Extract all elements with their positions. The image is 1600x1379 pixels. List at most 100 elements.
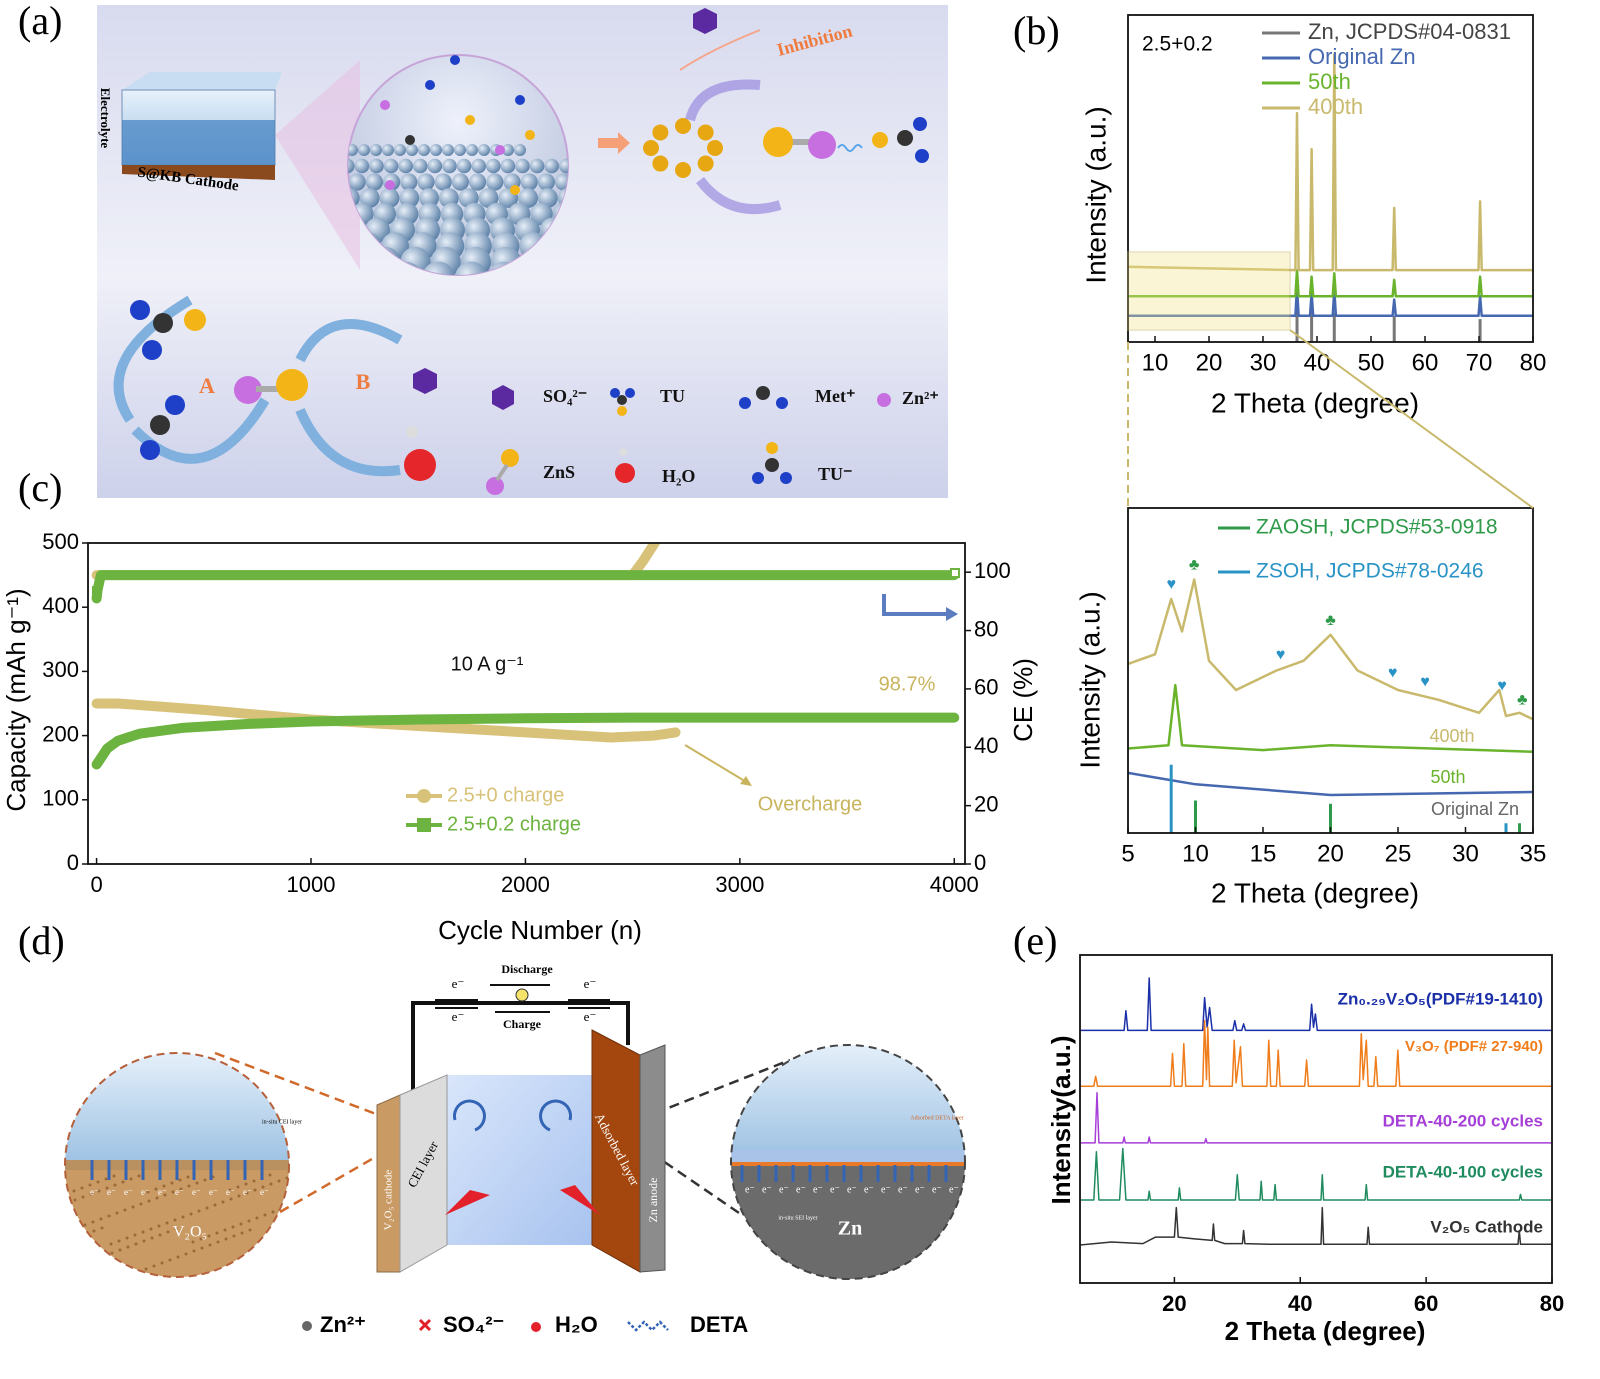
grain (80, 1186, 84, 1190)
legend-icon (617, 406, 627, 416)
material-label: V₂O₅ (173, 1224, 207, 1241)
y2-tick-label: 100 (974, 558, 1011, 583)
grain (176, 1255, 180, 1259)
bond (256, 386, 278, 392)
layer-label: in-situ CEI layer (262, 1119, 302, 1125)
grain (133, 1233, 137, 1237)
atom (400, 173, 418, 191)
data-line (91, 712, 960, 770)
legend-label: Zn, JCPDS#04-0831 (1308, 19, 1511, 44)
grain (223, 1228, 227, 1232)
x-tick-label: 70 (1466, 349, 1493, 376)
material-label: Zn (838, 1218, 862, 1240)
arrow (445, 1190, 490, 1215)
atom-s (652, 124, 669, 141)
grain (224, 1237, 228, 1241)
atom (406, 144, 418, 156)
grain (160, 1261, 164, 1265)
y2-tick-label: 0 (974, 850, 986, 875)
bulb (515, 988, 529, 1002)
atom (897, 130, 913, 146)
grain (110, 1251, 114, 1255)
peak-marker: ♣ (1325, 612, 1336, 629)
x-tick-label: 0 (90, 872, 102, 897)
panel-label: (c) (18, 465, 62, 510)
electron-label: e⁻ (452, 1009, 465, 1024)
grain (162, 1184, 166, 1188)
legend-label: H₂O (662, 466, 695, 486)
plot-frame (1079, 954, 1553, 1284)
legend-icon (615, 463, 635, 483)
data-line (91, 698, 681, 743)
legend-icon (486, 477, 504, 495)
grain (240, 1231, 244, 1235)
atom (518, 188, 538, 208)
grain (123, 1208, 127, 1212)
y2-tick-label: 80 (974, 616, 998, 641)
atom-s (707, 140, 723, 156)
grain (247, 1219, 251, 1223)
atom (398, 158, 414, 174)
curve-label: DETA-40-100 cycles (1383, 1162, 1543, 1181)
atom (456, 158, 472, 174)
atom-zn (234, 376, 262, 404)
grain (96, 1180, 100, 1184)
box-top (122, 72, 282, 90)
peak-marker: ♥ (1166, 576, 1176, 593)
atom (515, 158, 530, 174)
data-line (1128, 52, 1533, 272)
legend-label: TU (660, 386, 685, 406)
grain (105, 1186, 109, 1190)
grain (232, 1234, 236, 1238)
grain (144, 1267, 148, 1271)
grain (236, 1185, 240, 1189)
grain (269, 1182, 273, 1186)
atom (442, 158, 457, 174)
atom (478, 144, 490, 156)
discharge-label: Discharge (501, 962, 553, 976)
x-tick-label: 60 (1412, 349, 1439, 376)
grain (261, 1185, 265, 1189)
grain (192, 1249, 196, 1253)
inhibition-line (679, 29, 761, 71)
grain (152, 1264, 156, 1268)
y-tick-label: 100 (42, 786, 79, 811)
legend-icon (531, 1322, 541, 1332)
grain (197, 1209, 201, 1213)
x-tick-label: 50 (1358, 349, 1385, 376)
cycle-arrow (295, 319, 403, 363)
x-axis-label: Cycle Number (n) (438, 915, 642, 945)
electron-label: e⁻ (745, 1184, 755, 1195)
grain (263, 1213, 267, 1217)
electron-label: e⁻ (762, 1184, 772, 1195)
legend-icon (877, 393, 891, 407)
grain (150, 1236, 154, 1240)
plot-frame (1127, 14, 1534, 343)
grain (166, 1230, 170, 1234)
grain (189, 1212, 193, 1216)
annotation-arrow (684, 744, 749, 784)
arrow (685, 79, 761, 122)
x-tick-label: 10 (1142, 349, 1169, 376)
legend-icon (610, 388, 620, 398)
y-tick-label: 200 (42, 721, 79, 746)
data-line (1128, 683, 1533, 754)
x-axis-label: 2 Theta (degree) (1225, 1316, 1426, 1346)
atom (537, 173, 556, 191)
grain (141, 1230, 145, 1234)
electron-label: e⁻ (107, 1187, 116, 1197)
data-line (1080, 1206, 1552, 1246)
molecule-atom (495, 145, 505, 155)
grain (139, 1202, 143, 1206)
grain (229, 1197, 233, 1201)
legend-label: 50th (1308, 69, 1351, 94)
legend-icon (418, 1318, 432, 1332)
y2-tick-label: 20 (974, 791, 998, 816)
grain (171, 1190, 175, 1194)
x-tick-label: 20 (1162, 1291, 1186, 1316)
grain (207, 1234, 211, 1238)
axis-indicator (882, 594, 948, 616)
data-line (1128, 578, 1533, 721)
legend-icon (302, 1321, 312, 1331)
legend-icon (495, 463, 509, 482)
